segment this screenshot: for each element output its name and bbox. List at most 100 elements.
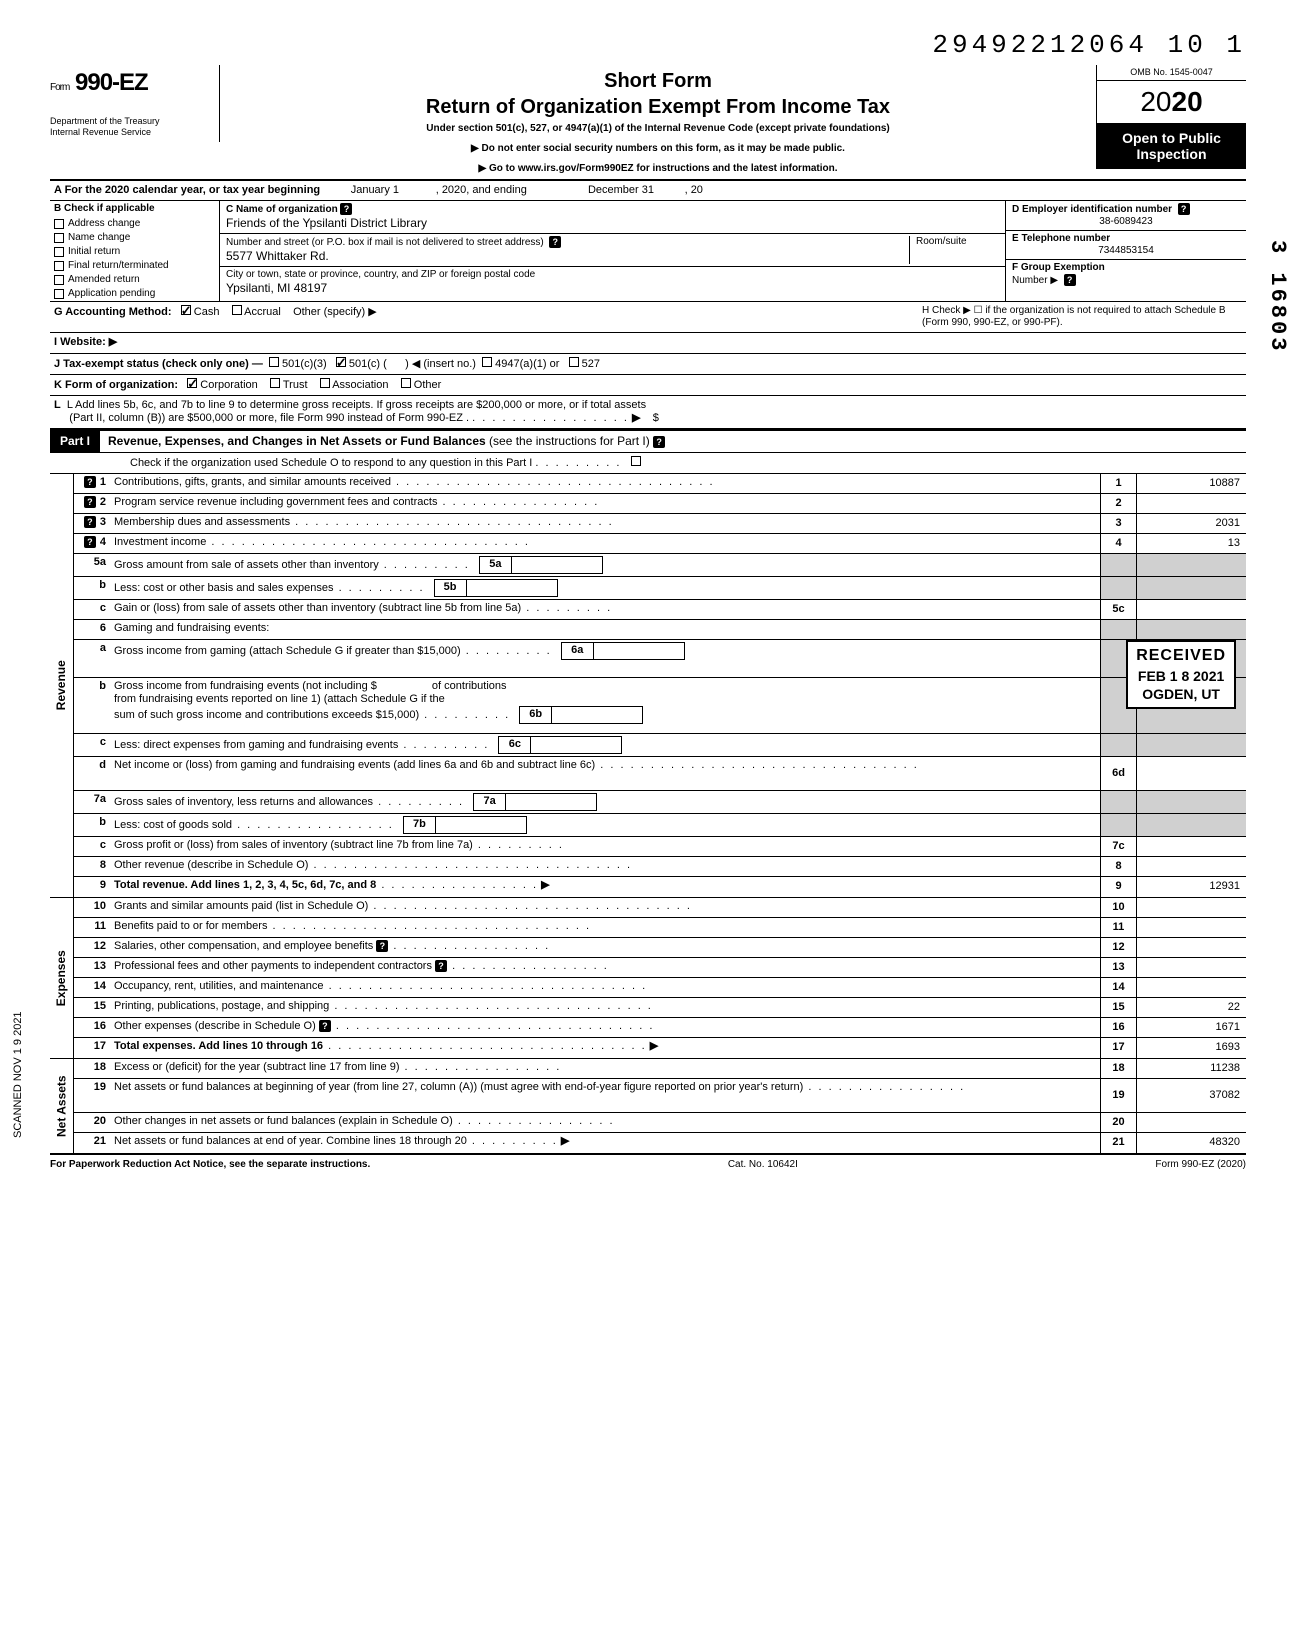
chk-527[interactable] xyxy=(569,357,579,367)
page-footer: For Paperwork Reduction Act Notice, see … xyxy=(50,1155,1246,1171)
lbl-initial-return: Initial return xyxy=(68,246,120,258)
line-6c-shade-val xyxy=(1136,734,1246,756)
chk-address-change[interactable] xyxy=(54,219,64,229)
line-3-box: 3 xyxy=(1100,514,1136,533)
part-1-paren: (see the instructions for Part I) xyxy=(489,434,650,448)
line-20-box: 20 xyxy=(1100,1113,1136,1132)
line-13-num: 13 xyxy=(94,960,106,972)
line-6c-ival xyxy=(531,737,621,753)
line-14-val xyxy=(1136,978,1246,997)
footer-form-ref: Form 990-EZ (2020) xyxy=(1155,1159,1246,1171)
line-15-num: 15 xyxy=(94,1000,106,1012)
chk-cash[interactable] xyxy=(181,305,191,315)
line-6-shade xyxy=(1100,620,1136,639)
line-15-box: 15 xyxy=(1100,998,1136,1017)
line-18-num: 18 xyxy=(94,1061,106,1073)
line-6-num: 6 xyxy=(100,622,106,634)
line-10-num: 10 xyxy=(94,900,106,912)
chk-accrual[interactable] xyxy=(232,305,242,315)
line-5a-shade xyxy=(1100,554,1136,576)
line-12-num: 12 xyxy=(94,940,106,952)
line-17-val: 1693 xyxy=(1136,1038,1246,1058)
line-a-tax-year: A For the 2020 calendar year, or tax yea… xyxy=(50,181,1246,201)
line-7c-text: Gross profit or (loss) from sales of inv… xyxy=(114,839,473,851)
line-15-val: 22 xyxy=(1136,998,1246,1017)
line-1-box: 1 xyxy=(1100,474,1136,493)
line-7b-num: b xyxy=(99,816,106,828)
line-21-box: 21 xyxy=(1100,1133,1136,1153)
line-4-num: 4 xyxy=(100,536,106,548)
line-20-val xyxy=(1136,1113,1246,1132)
chk-trust[interactable] xyxy=(270,378,280,388)
line-6-text: Gaming and fundraising events: xyxy=(114,622,269,634)
f-group-label: F Group Exemption xyxy=(1012,262,1105,273)
f-number-label: Number ▶ xyxy=(1012,275,1058,286)
line-6b-ibox: 6b xyxy=(520,707,552,723)
chk-name-change[interactable] xyxy=(54,233,64,243)
line-k-form-org: K Form of organization: Corporation Trus… xyxy=(50,375,1246,396)
j-label: J Tax-exempt status (check only one) — xyxy=(54,358,263,370)
line-5a-shade-val xyxy=(1136,554,1246,576)
i-label: I Website: ▶ xyxy=(54,336,117,348)
lbl-association: Association xyxy=(332,379,388,391)
chk-application-pending[interactable] xyxy=(54,289,64,299)
expenses-section: SCANNED NOV 1 9 2021 Expenses 10 Grants … xyxy=(50,898,1246,1059)
chk-other-org[interactable] xyxy=(401,378,411,388)
chk-schedule-o[interactable] xyxy=(631,456,641,466)
chk-501c3[interactable] xyxy=(269,357,279,367)
chk-association[interactable] xyxy=(320,378,330,388)
line-16-box: 16 xyxy=(1100,1018,1136,1037)
help-icon: ? xyxy=(340,203,352,215)
line-5b-text: Less: cost or other basis and sales expe… xyxy=(114,582,334,594)
line-5a-num: 5a xyxy=(94,556,106,568)
line-18-box: 18 xyxy=(1100,1059,1136,1078)
line-g-accounting: G Accounting Method: Cash Accrual Other … xyxy=(50,302,1246,333)
line-6c-ibox: 6c xyxy=(499,737,531,753)
line-5b-shade-val xyxy=(1136,577,1246,599)
line-17-box: 17 xyxy=(1100,1038,1136,1058)
line-2-text: Program service revenue including govern… xyxy=(114,496,437,508)
line-11-num: 11 xyxy=(94,920,106,932)
chk-4947[interactable] xyxy=(482,357,492,367)
lbl-application-pending: Application pending xyxy=(68,288,155,300)
line-14-num: 14 xyxy=(94,980,106,992)
c-addr-label: Number and street (or P.O. box if mail i… xyxy=(226,237,544,248)
lbl-insert-no: ) ◀ (insert no.) xyxy=(405,358,476,370)
h-schedule-b: H Check ▶ ☐ if the organization is not r… xyxy=(922,305,1242,329)
part-1-tab: Part I xyxy=(50,431,100,451)
line-5a-ibox: 5a xyxy=(480,557,512,573)
footer-paperwork: For Paperwork Reduction Act Notice, see … xyxy=(50,1159,370,1171)
phone-value: 7344853154 xyxy=(1012,245,1240,257)
chk-amended-return[interactable] xyxy=(54,275,64,285)
line-l-gross-receipts: L L Add lines 5b, 6c, and 7b to line 9 t… xyxy=(50,396,1246,430)
help-icon: ? xyxy=(319,1020,331,1032)
line-5c-text: Gain or (loss) from sale of assets other… xyxy=(114,602,521,614)
line-5c-val xyxy=(1136,600,1246,619)
chk-initial-return[interactable] xyxy=(54,247,64,257)
chk-501c[interactable] xyxy=(336,357,346,367)
c-name-label: C Name of organization xyxy=(226,204,338,215)
line-6-shade-val xyxy=(1136,620,1246,639)
line-12-val xyxy=(1136,938,1246,957)
org-street: 5577 Whittaker Rd. xyxy=(226,249,329,263)
lbl-address-change: Address change xyxy=(68,218,140,230)
revenue-section: Revenue ?1 Contributions, gifts, grants,… xyxy=(50,474,1246,898)
line-7a-text: Gross sales of inventory, less returns a… xyxy=(114,796,373,808)
chk-final-return[interactable] xyxy=(54,261,64,271)
line-18-val: 11238 xyxy=(1136,1059,1246,1078)
lbl-name-change: Name change xyxy=(68,232,130,244)
line-11-box: 11 xyxy=(1100,918,1136,937)
line-19-val: 37082 xyxy=(1136,1079,1246,1112)
line-9-box: 9 xyxy=(1100,877,1136,897)
line-20-text: Other changes in net assets or fund bala… xyxy=(114,1115,453,1127)
line-10-val xyxy=(1136,898,1246,917)
year-prefix: 20 xyxy=(1140,86,1171,117)
part-1-header: Part I Revenue, Expenses, and Changes in… xyxy=(50,430,1246,452)
line-6a-ibox: 6a xyxy=(562,643,594,659)
b-header: B Check if applicable xyxy=(50,201,219,217)
line-7b-text: Less: cost of goods sold xyxy=(114,819,232,831)
line-9-text: Total revenue. Add lines 1, 2, 3, 4, 5c,… xyxy=(114,879,376,891)
dollar-sign: $ xyxy=(653,412,659,424)
g-label: G Accounting Method: xyxy=(54,306,172,318)
chk-corporation[interactable] xyxy=(187,378,197,388)
